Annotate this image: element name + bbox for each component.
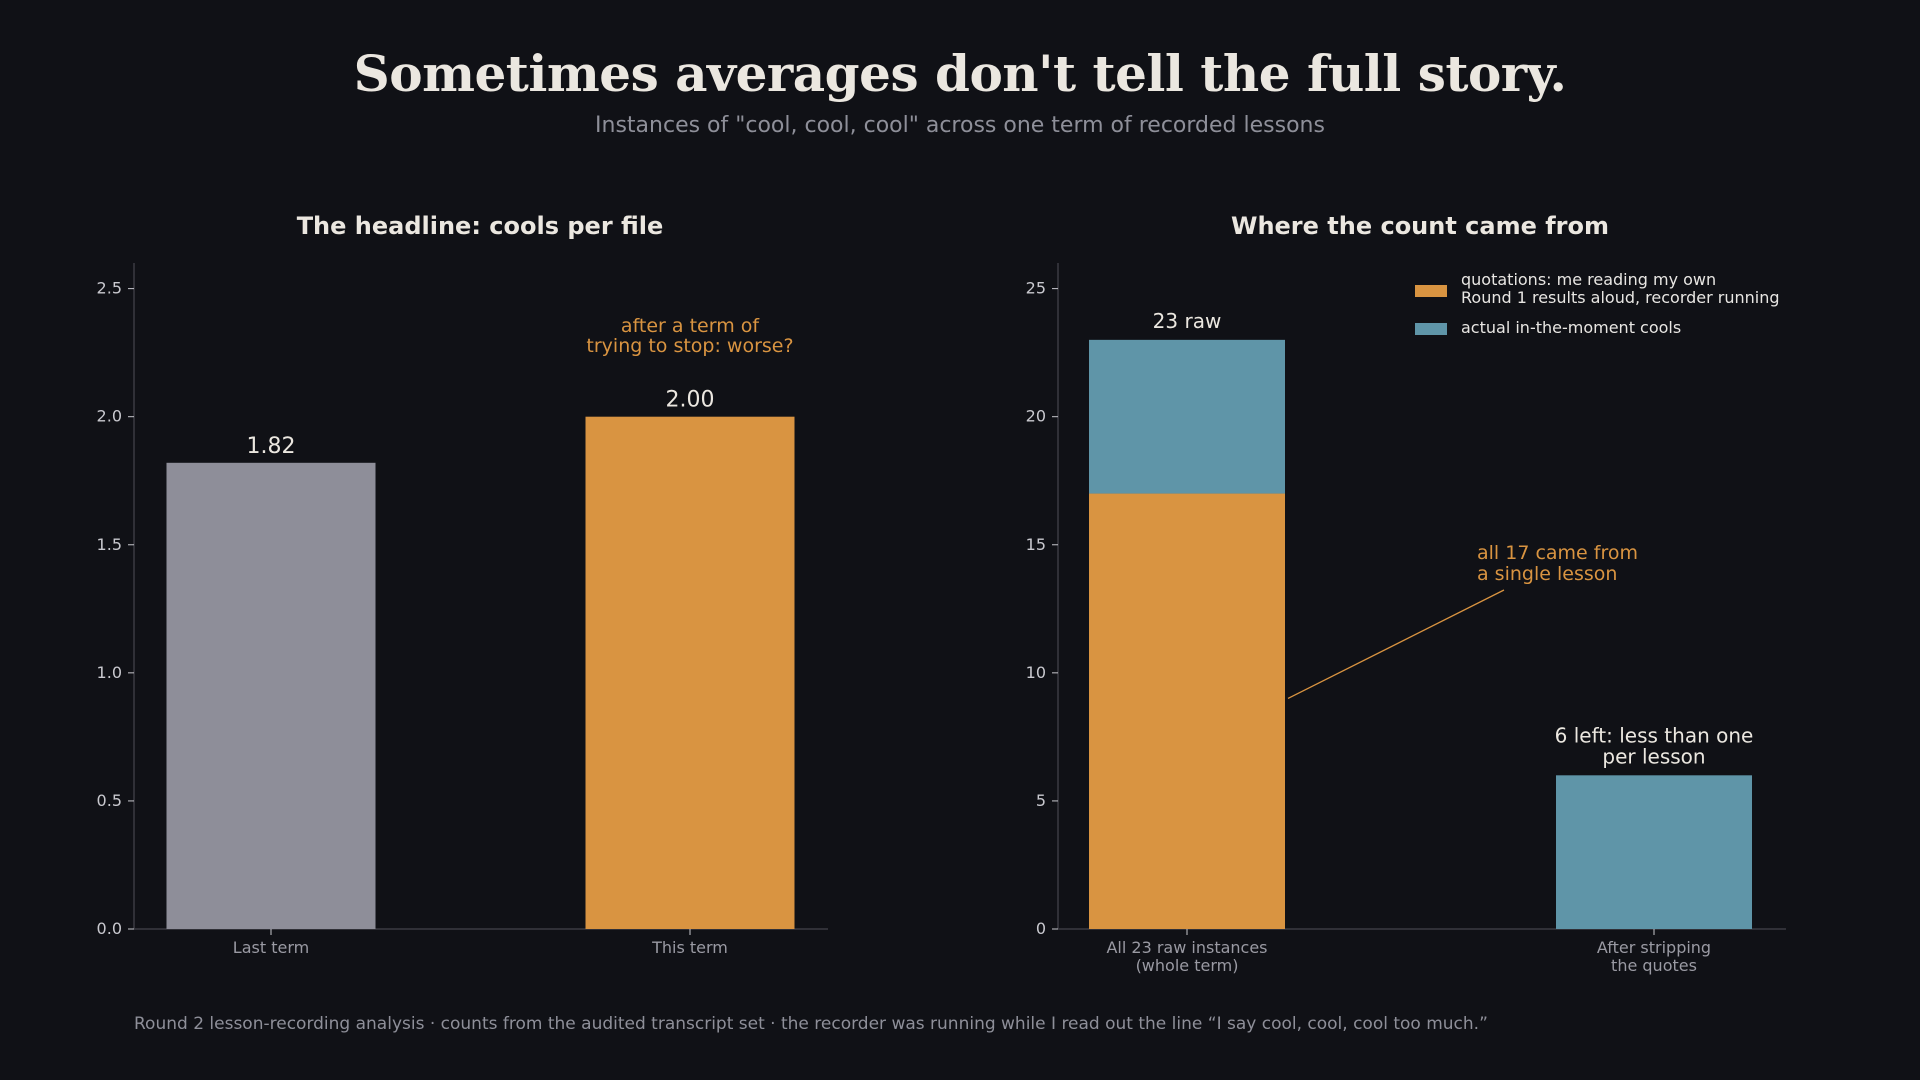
chart1-bar — [166, 462, 376, 929]
chart2-bar-segment — [1556, 775, 1752, 929]
chart1-y-tick-label: 2.5 — [97, 279, 122, 298]
chart2-x-tick-label: After stripping the quotes — [1597, 938, 1711, 975]
chart1-y-tick-label: 1.0 — [97, 663, 122, 682]
chart2-y-tick-label: 5 — [1036, 791, 1046, 810]
chart2-legend-label: actual in-the-moment cools — [1461, 318, 1681, 337]
chart2-y-tick-label: 20 — [1026, 407, 1046, 426]
chart1-y-tick-label: 0.5 — [97, 791, 122, 810]
chart1-x-tick-label: Last term — [233, 938, 309, 957]
chart1-x-tick-label: This term — [651, 938, 728, 957]
chart2-bar-segment — [1089, 339, 1285, 494]
chart2-legend-swatch — [1415, 285, 1447, 297]
page-subtitle: Instances of "cool, cool, cool" across o… — [595, 113, 1325, 138]
chart1-title: The headline: cools per file — [296, 212, 664, 240]
chart1-value-label: 1.82 — [247, 434, 296, 459]
chart1-y-tick-label: 0.0 — [97, 919, 122, 938]
chart2-legend-label: quotations: me reading my own Round 1 res… — [1461, 270, 1780, 307]
chart2-y-tick-label: 15 — [1026, 535, 1046, 554]
chart2-y-tick-label: 0 — [1036, 919, 1046, 938]
chart2-legend-swatch — [1415, 323, 1447, 335]
footer-note: Round 2 lesson-recording analysis · coun… — [134, 1014, 1488, 1034]
chart2-y-tick-label: 25 — [1026, 279, 1046, 298]
chart1-annotation: after a term of trying to stop: worse? — [586, 315, 793, 357]
page-title: Sometimes averages don't tell the full s… — [353, 44, 1567, 103]
chart2-title: Where the count came from — [1230, 212, 1610, 240]
chart2-bar-label: 6 left: less than one per lesson — [1555, 723, 1754, 768]
chart2-bar-label: 23 raw — [1153, 309, 1222, 333]
chart1-bar — [585, 416, 795, 929]
chart1-y-tick-label: 2.0 — [97, 407, 122, 426]
chart1-value-label: 2.00 — [666, 388, 715, 413]
chart2-x-tick-label: All 23 raw instances (whole term) — [1106, 938, 1267, 975]
chart1-y-tick-label: 1.5 — [97, 535, 122, 554]
chart2-annotation: all 17 came from a single lesson — [1477, 542, 1638, 585]
chart2-annotation-line — [1287, 589, 1505, 700]
chart2-y-tick-label: 10 — [1026, 663, 1046, 682]
chart2-bar-segment — [1089, 493, 1285, 929]
